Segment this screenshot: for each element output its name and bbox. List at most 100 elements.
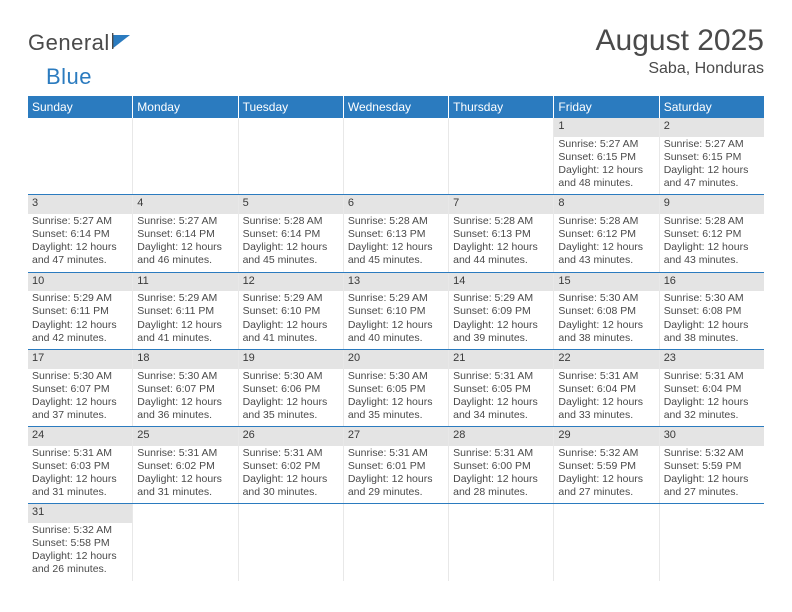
day-cell: 16Sunrise: 5:30 AMSunset: 6:08 PMDayligh… [660,273,764,349]
day-cell: 6Sunrise: 5:28 AMSunset: 6:13 PMDaylight… [344,195,449,271]
day-number-bar: 27 [344,427,448,446]
day-number-bar: 3 [28,195,132,214]
week-row: 1Sunrise: 5:27 AMSunset: 6:15 PMDaylight… [28,118,764,195]
sunset-line: Sunset: 6:11 PM [137,305,233,318]
sunset-line: Sunset: 6:04 PM [664,383,760,396]
sunset-line: Sunset: 6:13 PM [348,228,444,241]
sunset-line: Sunset: 6:10 PM [243,305,339,318]
day-number: 12 [243,275,339,289]
weekday-saturday: Saturday [660,96,764,118]
empty-cell [239,504,344,580]
sunset-line: Sunset: 6:11 PM [32,305,128,318]
weekday-friday: Friday [554,96,659,118]
day-number: 23 [664,352,760,366]
day-cell: 17Sunrise: 5:30 AMSunset: 6:07 PMDayligh… [28,350,133,426]
calendar-page: General August 2025 Saba, Honduras Blue … [0,0,792,581]
day-number-bar: 30 [660,427,764,446]
day-number-bar: 12 [239,273,343,292]
sunrise-line: Sunrise: 5:30 AM [137,370,233,383]
daylight-line: Daylight: 12 hours and 31 minutes. [32,473,128,499]
brand-logo: General [28,30,132,56]
sunrise-line: Sunrise: 5:30 AM [664,292,760,305]
flag-icon [112,33,132,54]
daylight-line: Daylight: 12 hours and 46 minutes. [137,241,233,267]
empty-cell [660,504,764,580]
day-cell: 4Sunrise: 5:27 AMSunset: 6:14 PMDaylight… [133,195,238,271]
day-number: 26 [243,429,339,443]
sunset-line: Sunset: 6:13 PM [453,228,549,241]
sunrise-line: Sunrise: 5:31 AM [453,447,549,460]
day-number-bar: 9 [660,195,764,214]
day-number-bar: 29 [554,427,658,446]
empty-cell [449,504,554,580]
sunset-line: Sunset: 6:02 PM [137,460,233,473]
day-number: 19 [243,352,339,366]
daylight-line: Daylight: 12 hours and 28 minutes. [453,473,549,499]
day-cell: 28Sunrise: 5:31 AMSunset: 6:00 PMDayligh… [449,427,554,503]
day-number-bar: 22 [554,350,658,369]
day-number: 22 [558,352,654,366]
day-cell: 9Sunrise: 5:28 AMSunset: 6:12 PMDaylight… [660,195,764,271]
day-cell: 3Sunrise: 5:27 AMSunset: 6:14 PMDaylight… [28,195,133,271]
daylight-line: Daylight: 12 hours and 27 minutes. [558,473,654,499]
day-number-bar: 21 [449,350,553,369]
sunset-line: Sunset: 6:08 PM [664,305,760,318]
daylight-line: Daylight: 12 hours and 39 minutes. [453,319,549,345]
brand-part2: Blue [46,64,92,89]
day-number: 11 [137,275,233,289]
sunset-line: Sunset: 6:05 PM [453,383,549,396]
daylight-line: Daylight: 12 hours and 34 minutes. [453,396,549,422]
sunset-line: Sunset: 6:07 PM [137,383,233,396]
sunset-line: Sunset: 5:59 PM [558,460,654,473]
day-cell: 2Sunrise: 5:27 AMSunset: 6:15 PMDaylight… [660,118,764,194]
day-number-bar: 19 [239,350,343,369]
sunrise-line: Sunrise: 5:27 AM [32,215,128,228]
sunset-line: Sunset: 6:08 PM [558,305,654,318]
weekday-header-row: SundayMondayTuesdayWednesdayThursdayFrid… [28,96,764,118]
daylight-line: Daylight: 12 hours and 30 minutes. [243,473,339,499]
day-number-bar: 16 [660,273,764,292]
empty-cell [344,504,449,580]
weekday-tuesday: Tuesday [239,96,344,118]
week-row: 3Sunrise: 5:27 AMSunset: 6:14 PMDaylight… [28,195,764,272]
day-number-bar: 11 [133,273,237,292]
day-number: 7 [453,197,549,211]
day-number: 1 [558,120,654,134]
sunset-line: Sunset: 6:14 PM [137,228,233,241]
day-cell: 22Sunrise: 5:31 AMSunset: 6:04 PMDayligh… [554,350,659,426]
sunrise-line: Sunrise: 5:28 AM [348,215,444,228]
sunrise-line: Sunrise: 5:31 AM [243,447,339,460]
sunrise-line: Sunrise: 5:30 AM [558,292,654,305]
daylight-line: Daylight: 12 hours and 40 minutes. [348,319,444,345]
day-cell: 23Sunrise: 5:31 AMSunset: 6:04 PMDayligh… [660,350,764,426]
day-number-bar: 26 [239,427,343,446]
daylight-line: Daylight: 12 hours and 47 minutes. [32,241,128,267]
daylight-line: Daylight: 12 hours and 44 minutes. [453,241,549,267]
sunrise-line: Sunrise: 5:31 AM [664,370,760,383]
sunrise-line: Sunrise: 5:32 AM [664,447,760,460]
weeks-container: 1 Sunrise: 5:27 AM Sunset: 6:15 PM Daylight… [28,118,764,581]
day-number-bar: 15 [554,273,658,292]
day-number: 28 [453,429,549,443]
sunrise-line: Sunrise: 5:28 AM [664,215,760,228]
calendar-table: SundayMondayTuesdayWednesdayThursdayFrid… [28,96,764,581]
day-number-bar: 1 [554,118,658,137]
day-cell: 13Sunrise: 5:29 AMSunset: 6:10 PMDayligh… [344,273,449,349]
day-number: 29 [558,429,654,443]
day-number: 14 [453,275,549,289]
sunset-line: Sunset: 6:14 PM [32,228,128,241]
empty-cell [28,118,133,194]
day-number-bar: 4 [133,195,237,214]
day-number: 10 [32,275,128,289]
day-number-bar: 28 [449,427,553,446]
day-number: 30 [664,429,760,443]
sunrise-line: Sunrise: 5:29 AM [137,292,233,305]
daylight-line: Daylight: 12 hours and 31 minutes. [137,473,233,499]
empty-cell [239,118,344,194]
day-number: 4 [137,197,233,211]
sunrise-line: Sunrise: 5:31 AM [558,370,654,383]
sunset-line: Sunset: 6:15 PM [664,151,760,164]
daylight-line: Daylight: 12 hours and 43 minutes. [558,241,654,267]
day-number-bar: 8 [554,195,658,214]
day-cell: 7Sunrise: 5:28 AMSunset: 6:13 PMDaylight… [449,195,554,271]
